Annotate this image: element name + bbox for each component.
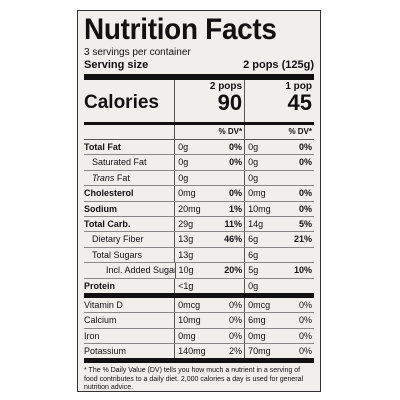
vitamin-row: Potassium 140mg 2% 70mg 0% [84, 344, 314, 364]
nutrient-label: Sodium [84, 203, 117, 214]
label-title: Nutrition Facts [84, 13, 277, 46]
daily-value: 0% [229, 330, 243, 341]
amount: 140mg [178, 346, 206, 357]
amount: 13g [178, 234, 194, 245]
amount: 6g [248, 234, 259, 245]
amount: 10g [178, 265, 194, 276]
nutrient-row: Total Fat 0g 0% 0g 0% [84, 140, 314, 156]
amount: 0g [178, 142, 189, 152]
amount: 6mg [248, 315, 266, 326]
amount: 5g [248, 265, 259, 276]
nutrient-label: Incl. Added Sugars [106, 265, 175, 276]
nutrient-row: Trans Fat 0g 0g [84, 170, 314, 187]
daily-value: 5% [299, 218, 313, 229]
serving-size-label: Serving size [84, 59, 149, 71]
nutrient-row: Total Sugars 13g 6g [84, 247, 314, 264]
amount: 0mg [248, 330, 266, 341]
vitamin-label: Calcium [84, 315, 117, 326]
dv-header-row: % DV* % DV* [84, 125, 314, 140]
nutrient-row: Cholesterol 0mg 0% 0mg 0% [84, 186, 314, 202]
amount: 14g [248, 218, 264, 229]
daily-value: 2% [229, 346, 243, 357]
daily-value: 0% [229, 299, 243, 310]
amount: 29g [178, 218, 194, 229]
fat-word: Fat [114, 172, 130, 183]
daily-value: 1% [229, 203, 243, 214]
calories-col-2: 1 pop 45 [244, 80, 314, 122]
daily-value: 0% [299, 315, 313, 326]
serving-size-row: Serving size 2 pops (125g) [84, 59, 314, 80]
calories-label: Calories [84, 92, 159, 113]
amount: 0mg [178, 330, 196, 341]
nutrient-label: Total Sugars [92, 249, 143, 260]
column-header: 1 pop [285, 81, 312, 92]
vitamin-label: Iron [84, 330, 100, 341]
dv-header: % DV* [174, 125, 244, 139]
nutrient-label: Cholesterol [84, 188, 134, 199]
column-header: 2 pops [209, 81, 243, 92]
daily-value: 0% [299, 346, 313, 357]
daily-value: 46% [224, 234, 243, 245]
amount: 0mg [248, 188, 266, 199]
amount: 0g [178, 172, 189, 183]
vitamin-label: Potassium [84, 346, 127, 357]
amount: 6g [248, 249, 259, 260]
servings-per-container: 3 servings per container [84, 47, 191, 58]
vitamin-row: Vitamin D 0mcg 0% 0mcg 0% [84, 297, 314, 314]
vitamin-label: Vitamin D [84, 299, 123, 310]
daily-value: 10% [293, 265, 312, 276]
daily-value: 0% [299, 188, 313, 199]
calories-value: 45 [287, 90, 312, 115]
calories-col-1: 2 pops 90 [174, 80, 244, 122]
daily-value: 20% [224, 265, 243, 276]
nutrient-label: Dietary Fiber [92, 234, 144, 245]
nutrient-label: Protein [84, 280, 116, 291]
amount: 10mg [178, 315, 201, 326]
amount: 0g [248, 157, 259, 168]
amount: 13g [178, 249, 194, 260]
amount: 0mg [178, 188, 196, 199]
daily-value: 0% [299, 203, 313, 214]
trans-word: Trans [92, 172, 115, 183]
vitamin-row: Iron 0mg 0% 0mg 0% [84, 328, 314, 345]
amount: 70mg [248, 346, 271, 357]
nutrient-label: Total Carb. [84, 218, 131, 229]
amount: 20mg [178, 203, 201, 214]
daily-value: 0% [299, 330, 313, 341]
nutrient-label: Trans Fat [84, 171, 174, 185]
serving-size-value: 2 pops (125g) [243, 59, 314, 71]
nutrient-row: Total Carb. 29g 11% 14g 5% [84, 216, 314, 233]
amount: 0mcg [178, 299, 201, 310]
calories-row: Calories 2 pops 90 1 pop 45 [84, 80, 314, 125]
daily-value: 0% [229, 188, 243, 199]
daily-value: 11% [224, 218, 243, 229]
amount: 0mcg [248, 299, 271, 310]
amount: 0g [178, 157, 189, 168]
daily-value: 0% [299, 299, 313, 310]
amount: 0g [248, 172, 259, 183]
amount: <1g [178, 280, 194, 291]
amount: 10mg [248, 203, 271, 214]
nutrient-row: Sodium 20mg 1% 10mg 0% [84, 201, 314, 217]
nutrient-row: Saturated Fat 0g 0% 0g 0% [84, 155, 314, 171]
daily-value: 0% [299, 157, 313, 168]
nutrition-label: Nutrition Facts 3 servings per container… [77, 10, 321, 392]
nutrient-row: Dietary Fiber 13g 46% 6g 21% [84, 232, 314, 248]
calories-value: 90 [217, 90, 243, 115]
nutrient-row: Incl. Added Sugars 10g 20% 5g 10% [84, 263, 314, 279]
daily-value: 21% [294, 234, 313, 245]
nutrient-label: Saturated Fat [92, 157, 147, 168]
daily-value: 0% [229, 315, 243, 326]
vitamin-row: Calcium 10mg 0% 6mg 0% [84, 313, 314, 329]
amount: 0g [248, 280, 259, 291]
amount: 0g [248, 142, 259, 152]
daily-value: 0% [229, 142, 243, 152]
daily-value: 0% [229, 157, 243, 168]
nutrient-row: Protein <1g 0g [84, 278, 314, 298]
daily-value-footnote: * The % Daily Value (DV) tells you how m… [84, 367, 304, 392]
dv-header: % DV* [244, 125, 314, 139]
daily-value: 0% [299, 142, 313, 152]
nutrient-label: Total Fat [84, 142, 121, 152]
